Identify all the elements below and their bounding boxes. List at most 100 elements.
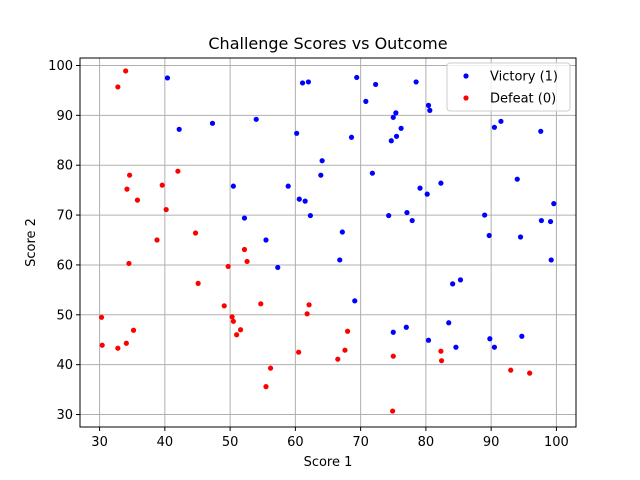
x-tick-label: 30 (91, 435, 108, 450)
data-point-victory (285, 183, 291, 189)
data-point-victory (373, 81, 379, 88)
data-point-victory (514, 176, 520, 182)
data-point-victory (413, 79, 419, 85)
data-point-defeat (192, 230, 199, 236)
data-point-victory (230, 183, 236, 189)
x-tick-label: 50 (222, 435, 239, 450)
legend-marker (463, 95, 469, 101)
y-tick-label: 80 (56, 159, 73, 174)
data-point-defeat (115, 345, 121, 351)
data-point-victory (453, 344, 459, 350)
data-point-defeat (229, 314, 235, 320)
data-point-victory (253, 116, 259, 122)
y-tick-label: 90 (56, 109, 73, 124)
x-tick-label: 40 (157, 435, 174, 450)
data-point-defeat (123, 340, 129, 346)
data-point-victory (241, 215, 248, 221)
data-point-victory (538, 128, 544, 134)
data-point-defeat (98, 314, 105, 320)
data-point-victory (296, 196, 302, 202)
data-point-defeat (221, 303, 227, 309)
data-point-victory (404, 209, 410, 216)
legend-marker (463, 73, 469, 79)
data-point-defeat (508, 367, 514, 373)
data-point-victory (487, 336, 493, 342)
data-point-victory (427, 107, 433, 113)
data-point-defeat (306, 302, 312, 308)
data-point-victory (339, 229, 345, 235)
data-point-defeat (344, 328, 351, 334)
data-point-defeat (244, 258, 250, 265)
data-point-defeat (175, 168, 181, 174)
data-point-victory (176, 126, 182, 132)
data-point-victory (417, 185, 423, 191)
data-point-defeat (195, 280, 201, 286)
legend-label: Defeat (0) (490, 92, 556, 107)
data-point-victory (551, 201, 557, 207)
data-point-defeat (304, 311, 310, 317)
data-point-victory (369, 170, 375, 176)
data-point-defeat (130, 327, 137, 333)
y-tick-label: 100 (48, 59, 73, 74)
data-point-defeat (154, 237, 160, 243)
axis-ticks: 30 40 50 60 70 80 90 100 30 40 50 60 70 80 90 100 (48, 59, 569, 450)
data-point-victory (164, 75, 171, 81)
data-point-victory (409, 217, 415, 224)
y-tick-label: 50 (56, 308, 73, 323)
data-point-victory (438, 180, 444, 186)
data-point-victory (482, 212, 488, 218)
data-point-defeat (267, 365, 274, 371)
data-point-victory (318, 172, 324, 178)
data-point-defeat (225, 263, 231, 270)
data-point-defeat (163, 206, 169, 213)
data-point-defeat (237, 327, 244, 333)
data-point-defeat (127, 172, 133, 178)
data-point-victory (425, 102, 432, 108)
data-point-victory (457, 277, 464, 283)
data-point-victory (446, 320, 452, 326)
data-point-victory (491, 344, 498, 350)
y-tick-label: 70 (56, 209, 73, 224)
x-tick-label: 90 (483, 435, 500, 450)
x-tick-label: 100 (544, 435, 569, 450)
grid (80, 58, 576, 427)
data-point-victory (538, 217, 545, 224)
data-point-victory (517, 234, 524, 240)
data-point-defeat (438, 348, 444, 354)
data-point-victory (354, 74, 360, 81)
data-point-defeat (159, 182, 165, 188)
data-point-defeat (99, 342, 105, 348)
data-point-victory (263, 237, 269, 243)
data-point-victory (305, 79, 312, 85)
data-point-defeat (296, 349, 302, 355)
data-point-victory (388, 138, 394, 144)
y-tick-label: 30 (56, 408, 73, 423)
plot-frame (79, 57, 577, 428)
x-tick-label: 60 (287, 435, 304, 450)
data-point-victory (337, 257, 343, 263)
data-point-victory (299, 80, 306, 86)
data-point-defeat (390, 408, 396, 414)
data-point-defeat (115, 84, 121, 90)
data-point-victory (307, 212, 313, 219)
data-point-defeat (126, 260, 132, 267)
data-point-victory (319, 158, 325, 164)
data-point-victory (302, 198, 308, 204)
data-point-defeat (230, 318, 236, 324)
data-point-victory (398, 125, 404, 131)
data-point-victory (547, 218, 554, 225)
data-point-victory (363, 98, 369, 104)
data-point-defeat (263, 384, 269, 390)
y-tick-label: 60 (56, 258, 73, 273)
y-tick-label: 40 (56, 358, 73, 373)
data-point-victory (294, 130, 300, 136)
x-tick-label: 70 (352, 435, 369, 450)
data-point-victory (393, 110, 399, 116)
x-axis-label: Score 1 (304, 455, 353, 470)
data-point-victory (498, 118, 504, 124)
data-point-victory (519, 333, 525, 339)
data-point-victory (486, 232, 492, 239)
data-point-victory (548, 257, 554, 263)
data-point-victory (425, 337, 432, 343)
